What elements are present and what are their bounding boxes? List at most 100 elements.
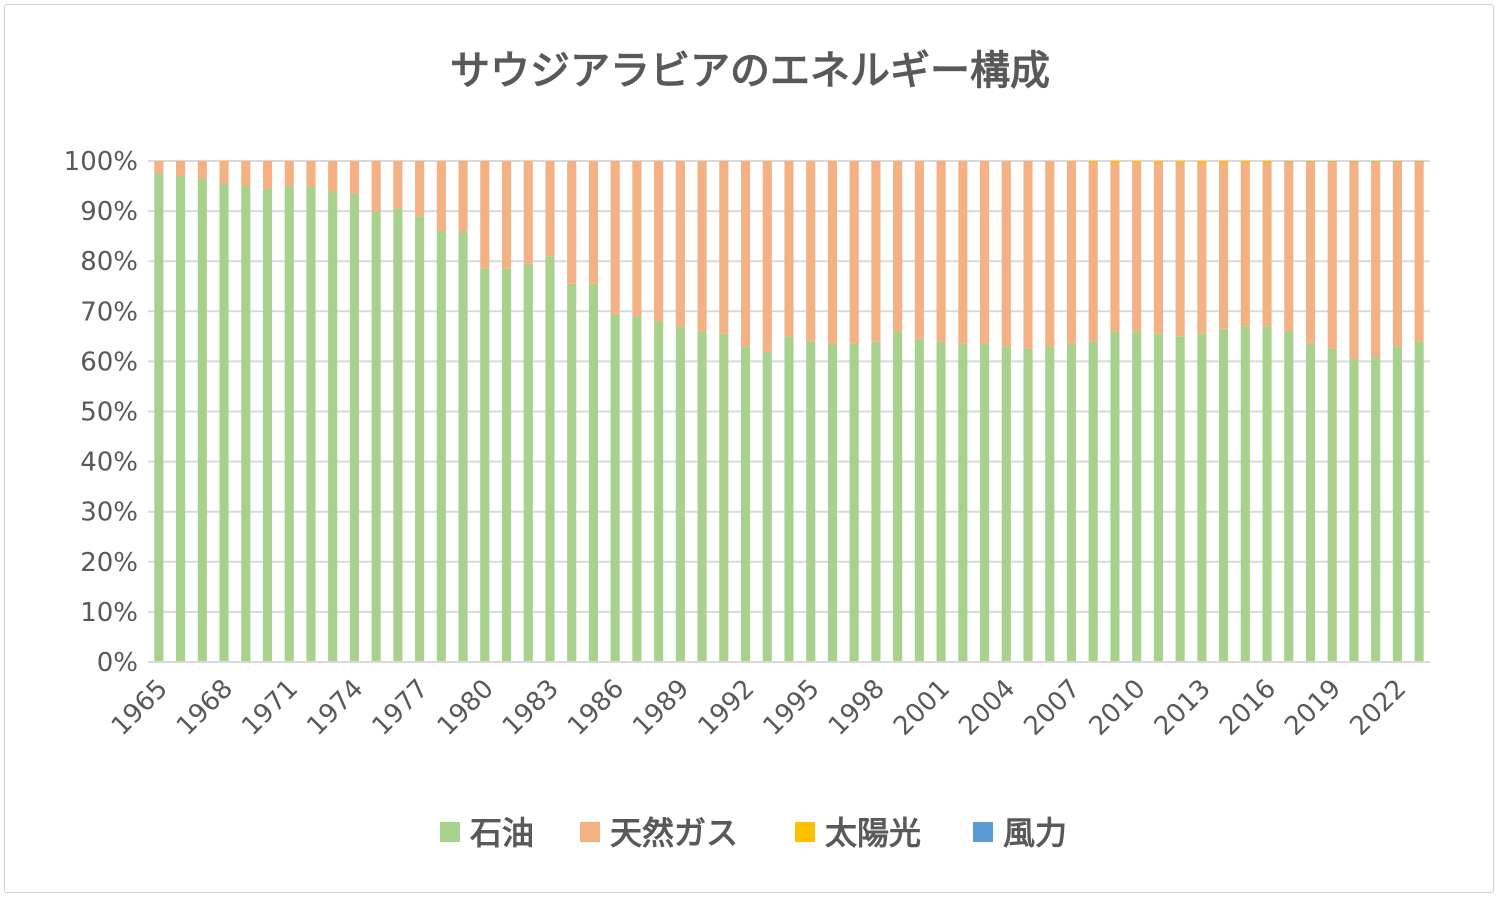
bar-segment: [610, 313, 620, 662]
bar-segment: [436, 231, 446, 662]
bar-segment: [1153, 333, 1163, 662]
bar-segment: [1219, 161, 1229, 163]
y-tick-label: 40%: [80, 448, 138, 478]
bar-segment: [349, 193, 359, 662]
bar-segment: [1414, 341, 1424, 662]
bar-segment: [762, 351, 772, 662]
legend-swatch: [795, 822, 815, 842]
bar-segment: [284, 161, 294, 187]
bar-segment: [197, 178, 207, 663]
bar-segment: [176, 161, 186, 177]
bar-segment: [176, 176, 186, 662]
bar-segment: [827, 343, 838, 662]
bar-segment: [762, 161, 772, 352]
x-tick-label: 1998: [823, 674, 891, 742]
bar-segment: [697, 161, 707, 332]
bar-segment: [740, 161, 751, 347]
bar-segment: [1088, 341, 1098, 662]
bar-segment: [458, 161, 468, 232]
bar-segment: [740, 346, 751, 662]
x-tick-label: 1983: [497, 674, 565, 742]
bar-segment: [871, 161, 881, 342]
bar-segment: [1371, 356, 1381, 662]
bar-segment: [784, 161, 794, 337]
bar-segment: [306, 161, 316, 187]
bar-segment: [1284, 162, 1294, 332]
legend-label: 太陽光: [825, 814, 921, 852]
bar-segment: [610, 161, 620, 314]
bar-segment: [1262, 161, 1272, 163]
bar-segment: [1088, 161, 1098, 163]
bars: [154, 161, 1424, 663]
bar-segment: [914, 161, 924, 339]
y-tick-label: 50%: [80, 398, 138, 428]
bar-segment: [1132, 161, 1142, 163]
legend: 石油 天然ガス 太陽光 風力: [440, 814, 1067, 852]
bar-segment: [1088, 162, 1098, 342]
bar-segment: [806, 161, 816, 342]
x-tick-label: 2016: [1214, 674, 1282, 742]
bar-segment: [1240, 326, 1250, 662]
bar-segment: [1392, 161, 1402, 162]
x-tick-label: 2007: [1018, 674, 1086, 742]
y-tick-label: 70%: [80, 297, 138, 327]
bar-segment: [893, 161, 903, 332]
bar-segment: [306, 186, 316, 663]
bar-segment: [501, 161, 512, 269]
bar-segment: [219, 183, 229, 663]
bar-segment: [1197, 163, 1207, 334]
bar-segment: [827, 161, 838, 344]
bar-segment: [436, 161, 446, 232]
bar-segment: [1305, 161, 1316, 162]
bar-segment: [632, 316, 642, 662]
bar-segment: [1197, 161, 1207, 163]
y-tick-label: 90%: [80, 197, 138, 227]
legend-swatch: [440, 822, 460, 842]
bar-segment: [871, 341, 881, 662]
x-tick-label: 2013: [1149, 674, 1217, 742]
x-tick-label: 2004: [953, 674, 1021, 742]
bar-segment: [806, 341, 816, 662]
x-tick-label: 2001: [888, 674, 956, 742]
x-tick-label: 1974: [301, 674, 369, 742]
bar-segment: [241, 186, 251, 663]
legend-swatch: [973, 822, 993, 842]
bar-segment: [1175, 336, 1185, 662]
bar-segment: [1284, 331, 1294, 662]
legend-swatch: [580, 822, 600, 842]
bar-segment: [697, 331, 707, 662]
bar-segment: [262, 161, 273, 189]
bar-segment: [501, 268, 512, 662]
bar-segment: [588, 283, 599, 662]
bar-segment: [1327, 348, 1337, 663]
bar-segment: [523, 161, 533, 264]
bar-segment: [1066, 343, 1077, 662]
bar-segment: [1392, 346, 1402, 662]
x-tick-label: 1989: [627, 674, 695, 742]
bar-segment: [1045, 161, 1055, 347]
bar-segment: [1305, 343, 1316, 662]
bar-segment: [523, 263, 533, 662]
bar-segment: [1175, 163, 1185, 337]
bar-segment: [1066, 161, 1077, 344]
bar-segment: [654, 321, 664, 662]
bar-segment: [914, 338, 924, 662]
bar-segment: [393, 208, 403, 662]
bar-segment: [849, 343, 859, 662]
y-tick-label: 60%: [80, 347, 138, 377]
bar-segment: [1305, 162, 1316, 344]
bar-segment: [893, 331, 903, 662]
bar-segment: [1240, 161, 1250, 163]
bar-segment: [545, 256, 555, 662]
bar-segment: [1132, 331, 1142, 662]
bar-segment: [219, 161, 229, 184]
bar-segment: [980, 343, 990, 662]
bar-segment: [936, 341, 946, 662]
bar-segment: [632, 161, 642, 317]
bar-segment: [415, 161, 425, 217]
bar-segment: [545, 161, 555, 257]
bar-segment: [393, 161, 403, 209]
bar-segment: [1284, 161, 1294, 162]
bar-segment: [958, 161, 968, 344]
